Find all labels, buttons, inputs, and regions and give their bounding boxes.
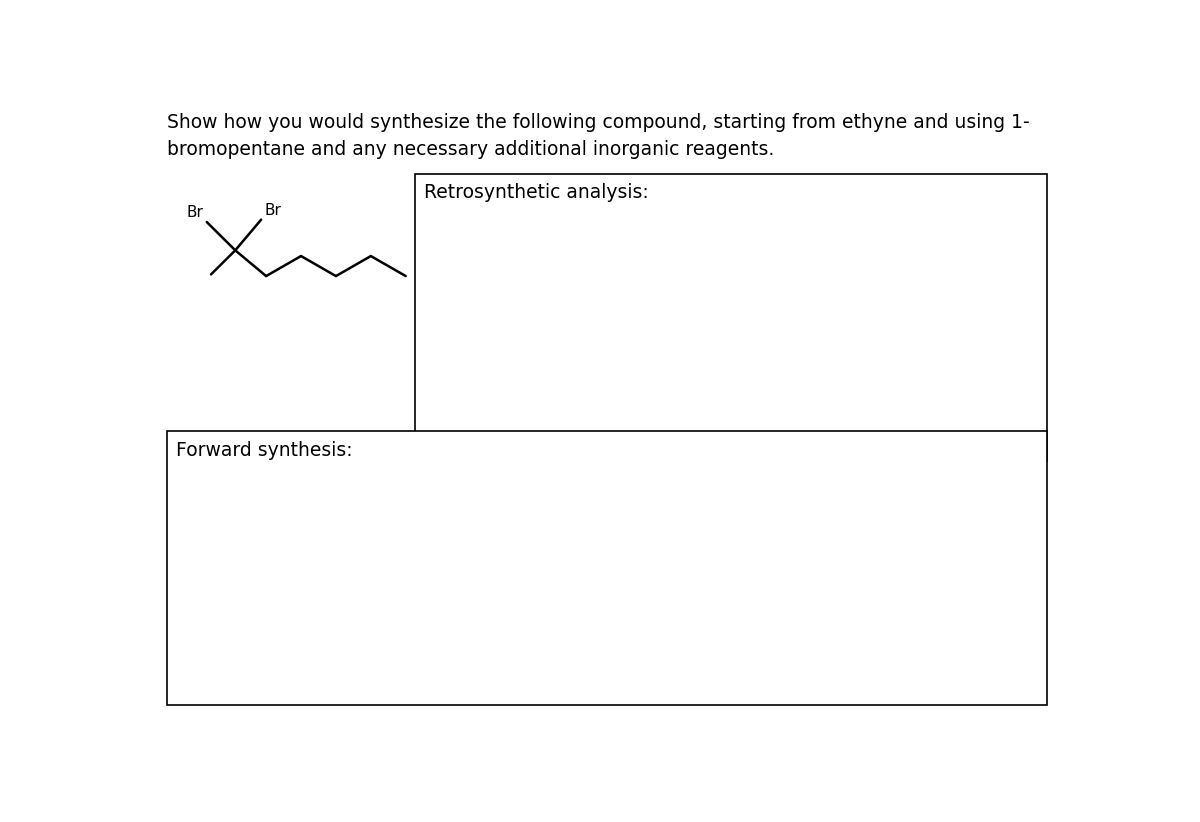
Text: Retrosynthetic analysis:: Retrosynthetic analysis: [425, 183, 649, 202]
Text: Br: Br [264, 203, 281, 218]
Text: Br: Br [187, 206, 204, 220]
Text: Show how you would synthesize the following compound, starting from ethyne and u: Show how you would synthesize the follow… [167, 113, 1030, 159]
Bar [415, 174, 1046, 460]
Text: Forward synthesis:: Forward synthesis: [176, 441, 353, 459]
Bar [167, 432, 1046, 704]
